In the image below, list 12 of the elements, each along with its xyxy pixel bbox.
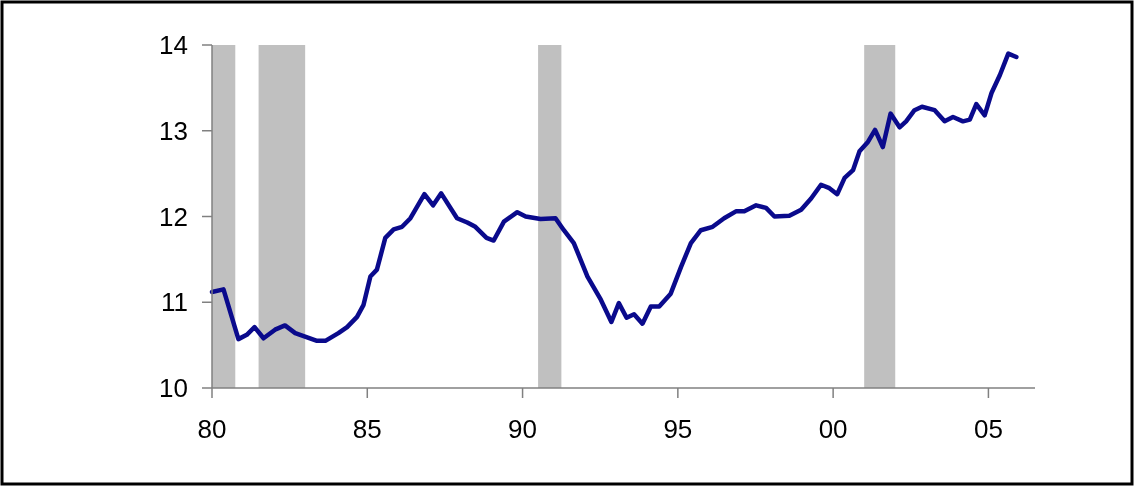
y-tick-label: 14 — [159, 30, 188, 61]
y-tick-label: 11 — [161, 287, 188, 318]
x-tick-label: 05 — [973, 414, 1003, 444]
line-series — [209, 51, 1019, 344]
x-tick-label: 85 — [352, 414, 382, 444]
x-tick-label: 80 — [197, 414, 227, 444]
x-tick-label: 95 — [663, 414, 693, 444]
x-tick-label: 90 — [508, 414, 538, 444]
y-tick-label: 10 — [159, 373, 188, 404]
y-tick-label: 12 — [159, 201, 188, 232]
y-tick-label: 13 — [159, 115, 188, 146]
x-tick-label: 00 — [818, 414, 848, 444]
